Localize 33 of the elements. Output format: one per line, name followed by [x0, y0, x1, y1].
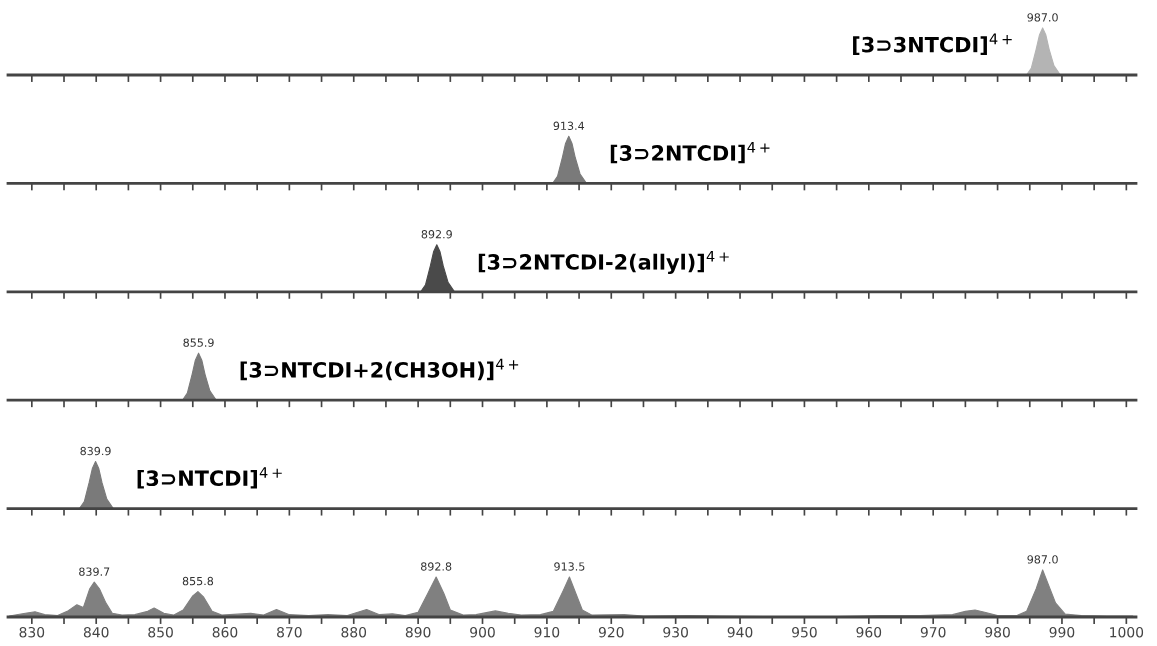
annotation: 987.0	[1027, 555, 1058, 564]
x-tick-label: 940	[727, 626, 753, 638]
x-tick-label: 900	[470, 626, 495, 638]
annotation: 892.9	[421, 230, 452, 239]
annotation: 855.8	[182, 576, 214, 586]
series-label: [3⊃3NTCDI]$^{4+}$	[853, 33, 1012, 55]
series-label: [3⊃2NTCDI-2(allyl)]$^{4+}$	[478, 250, 729, 275]
annotation: 913.4	[553, 121, 585, 131]
x-tick-label: 850	[148, 626, 173, 638]
x-tick-label: 830	[19, 626, 45, 638]
x-tick-label: 860	[212, 626, 238, 638]
x-tick-label: 910	[534, 626, 560, 638]
series-label: [3⊃NTCDI]$^{4+}$	[137, 467, 282, 489]
annotation: 839.9	[80, 446, 111, 456]
series-label: [3⊃NTCDI+2(CH3OH)]$^{4+}$	[240, 358, 519, 381]
annotation: 913.5	[554, 562, 585, 571]
x-tick-label: 870	[277, 626, 302, 638]
x-tick-label: 1000	[1110, 626, 1144, 638]
x-tick-label: 930	[663, 626, 688, 638]
x-tick-label: 960	[856, 626, 882, 638]
annotation: 839.7	[79, 567, 110, 576]
x-tick-label: 880	[341, 626, 367, 638]
x-tick-label: 890	[405, 626, 431, 638]
x-tick-label: 840	[83, 626, 109, 638]
x-tick-label: 920	[598, 626, 624, 638]
x-tick-label: 970	[920, 626, 946, 638]
series-label: [3⊃2NTCDI]$^{4+}$	[610, 141, 770, 164]
x-tick-label: 990	[1049, 626, 1075, 638]
x-tick-label: 950	[792, 626, 817, 638]
annotation: 855.9	[183, 338, 214, 347]
annotation: 987.0	[1027, 13, 1058, 22]
x-tick-label: 980	[985, 626, 1010, 638]
annotation: 892.8	[421, 562, 452, 571]
